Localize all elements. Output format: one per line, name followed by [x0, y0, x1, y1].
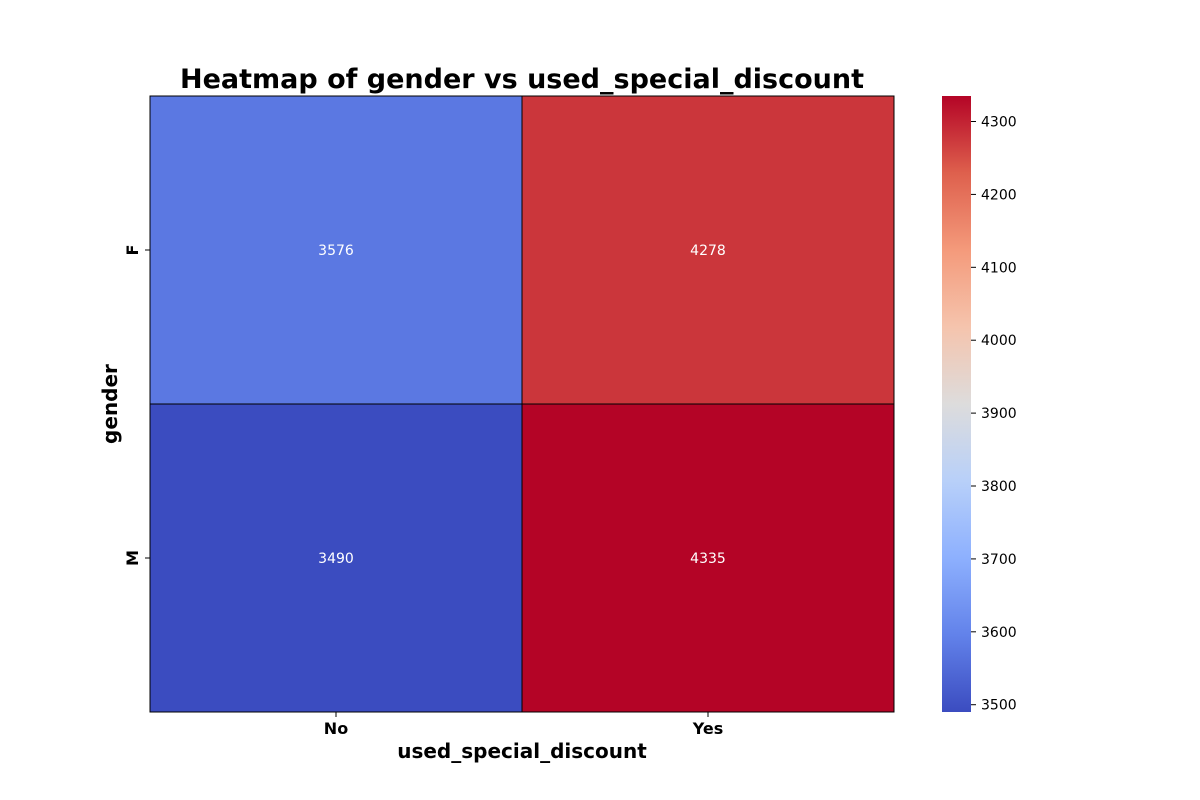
- colorbar-tick-label: 3900: [981, 406, 1017, 422]
- cell-value-label: 4335: [690, 551, 726, 567]
- colorbar-ticks: 3500 3600 3700 3800 3900 4000 4100 4200 4300: [971, 115, 1017, 714]
- x-axis-label: used_special_discount: [397, 739, 647, 763]
- y-tick-label: F: [123, 245, 142, 256]
- chart-title: Heatmap of gender vs used_special_discou…: [180, 64, 864, 95]
- colorbar-tick-label: 3700: [981, 552, 1017, 568]
- y-axis-label: gender: [98, 364, 122, 444]
- x-axis-ticks: No Yes: [324, 712, 723, 738]
- colorbar-tick-label: 4000: [981, 333, 1017, 349]
- heatmap-cell: [521, 95, 895, 405]
- colorbar-tick-label: 3600: [981, 625, 1017, 641]
- cell-value-label: 4278: [690, 243, 726, 259]
- colorbar-tick-label: 4100: [981, 260, 1017, 276]
- colorbar-tick-label: 4300: [981, 115, 1017, 131]
- cell-value-label: 3490: [318, 551, 354, 567]
- colorbar: [942, 96, 971, 712]
- heatmap-cell: [149, 403, 523, 713]
- y-tick-label: M: [123, 550, 142, 566]
- colorbar-tick-label: 3800: [981, 479, 1017, 495]
- cell-value-label: 3576: [318, 243, 354, 259]
- y-axis-ticks: FM: [123, 245, 150, 566]
- colorbar-tick-label: 3500: [981, 698, 1017, 714]
- colorbar-tick-label: 4200: [981, 187, 1017, 203]
- x-tick-label: Yes: [692, 719, 724, 738]
- heatmap-cell-labels: 3576 4278 3490 4335: [318, 243, 726, 567]
- heatmap-cells: [149, 95, 895, 713]
- x-tick-label: No: [324, 719, 348, 738]
- heatmap-cell: [149, 95, 523, 405]
- heatmap-cell: [521, 403, 895, 713]
